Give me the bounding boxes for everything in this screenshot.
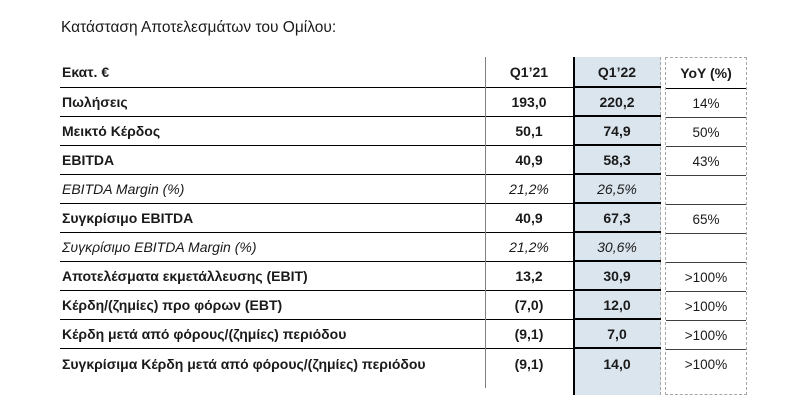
q122-highlight-column bbox=[573, 57, 661, 395]
q121-value: (9,1) bbox=[485, 320, 573, 349]
q121-value: (9,1) bbox=[514, 355, 544, 372]
yoy-column: YoY (%) 14% 50% 43% 65% >100% >100% >100% >100% bbox=[665, 57, 747, 395]
yoy-value: 43% bbox=[666, 147, 746, 176]
q122-value: 30,9 bbox=[573, 262, 661, 291]
yoy-value bbox=[666, 234, 746, 263]
q121-value: 21,2% bbox=[485, 175, 573, 204]
q122-value: 58,3 bbox=[573, 146, 661, 175]
col-header-q121: Q1’21 bbox=[485, 57, 573, 88]
table-main-grid: Εκατ. € Q1’21 Q1’22 Πωλήσεις 193,0 220,2 Με… bbox=[60, 57, 661, 378]
page-title: Κατάσταση Αποτελεσμάτων του Ομίλου: bbox=[61, 19, 337, 36]
q121-value: 21,2% bbox=[485, 233, 573, 262]
q121-value: (7,0) bbox=[485, 291, 573, 320]
q122-value: 220,2 bbox=[573, 88, 661, 117]
yoy-value: >100% bbox=[666, 263, 746, 292]
row-label: Συγκρίσιμο EBITDA Margin (%) bbox=[60, 233, 485, 262]
yoy-value: >100% bbox=[666, 292, 746, 321]
yoy-value: >100% bbox=[684, 357, 728, 372]
yoy-value: >100% bbox=[666, 321, 746, 350]
row-label: EBITDA bbox=[60, 146, 485, 175]
q121-value: 13,2 bbox=[485, 262, 573, 291]
q121-value: 40,9 bbox=[485, 146, 573, 175]
q122-value: 74,9 bbox=[573, 117, 661, 146]
col-header-unit: Εκατ. € bbox=[60, 57, 485, 88]
q122-value: 14,0 bbox=[603, 355, 631, 372]
row-label: Κέρδη/(ζημίες) προ φόρων (EBT) bbox=[60, 291, 485, 320]
income-statement-table: Εκατ. € Q1’21 Q1’22 Πωλήσεις 193,0 220,2 Με… bbox=[60, 57, 750, 402]
q121-value: 193,0 bbox=[485, 88, 573, 117]
row-label: Μεικτό Κέρδος bbox=[60, 117, 485, 146]
col-header-yoy: YoY (%) bbox=[666, 58, 746, 89]
q122-value: 7,0 bbox=[573, 320, 661, 349]
q122-value: 67,3 bbox=[573, 204, 661, 233]
yoy-value: 14% bbox=[666, 89, 746, 118]
q122-value: 26,5% bbox=[573, 175, 661, 204]
col-header-q122: Q1’22 bbox=[573, 57, 661, 88]
q122-value: 12,0 bbox=[573, 291, 661, 320]
q121-value: 40,9 bbox=[485, 204, 573, 233]
yoy-value: 50% bbox=[666, 118, 746, 147]
yoy-value bbox=[666, 176, 746, 205]
row-label: Συγκρίσιμα Κέρδη μετά από φόρους/(ζημίες… bbox=[62, 355, 426, 372]
row-label: Κέρδη μετά από φόρους/(ζημίες) περιόδου bbox=[60, 320, 485, 349]
row-label: Πωλήσεις bbox=[60, 88, 485, 117]
row-label: Συγκρίσιμο EBITDA bbox=[60, 204, 485, 233]
q122-value: 30,6% bbox=[573, 233, 661, 262]
row-label: EBITDA Margin (%) bbox=[60, 175, 485, 204]
label-column-divider bbox=[485, 57, 486, 388]
row-label: Αποτελέσματα εκμετάλλευσης (EBIT) bbox=[60, 262, 485, 291]
yoy-value: 65% bbox=[666, 205, 746, 234]
q121-value: 50,1 bbox=[485, 117, 573, 146]
